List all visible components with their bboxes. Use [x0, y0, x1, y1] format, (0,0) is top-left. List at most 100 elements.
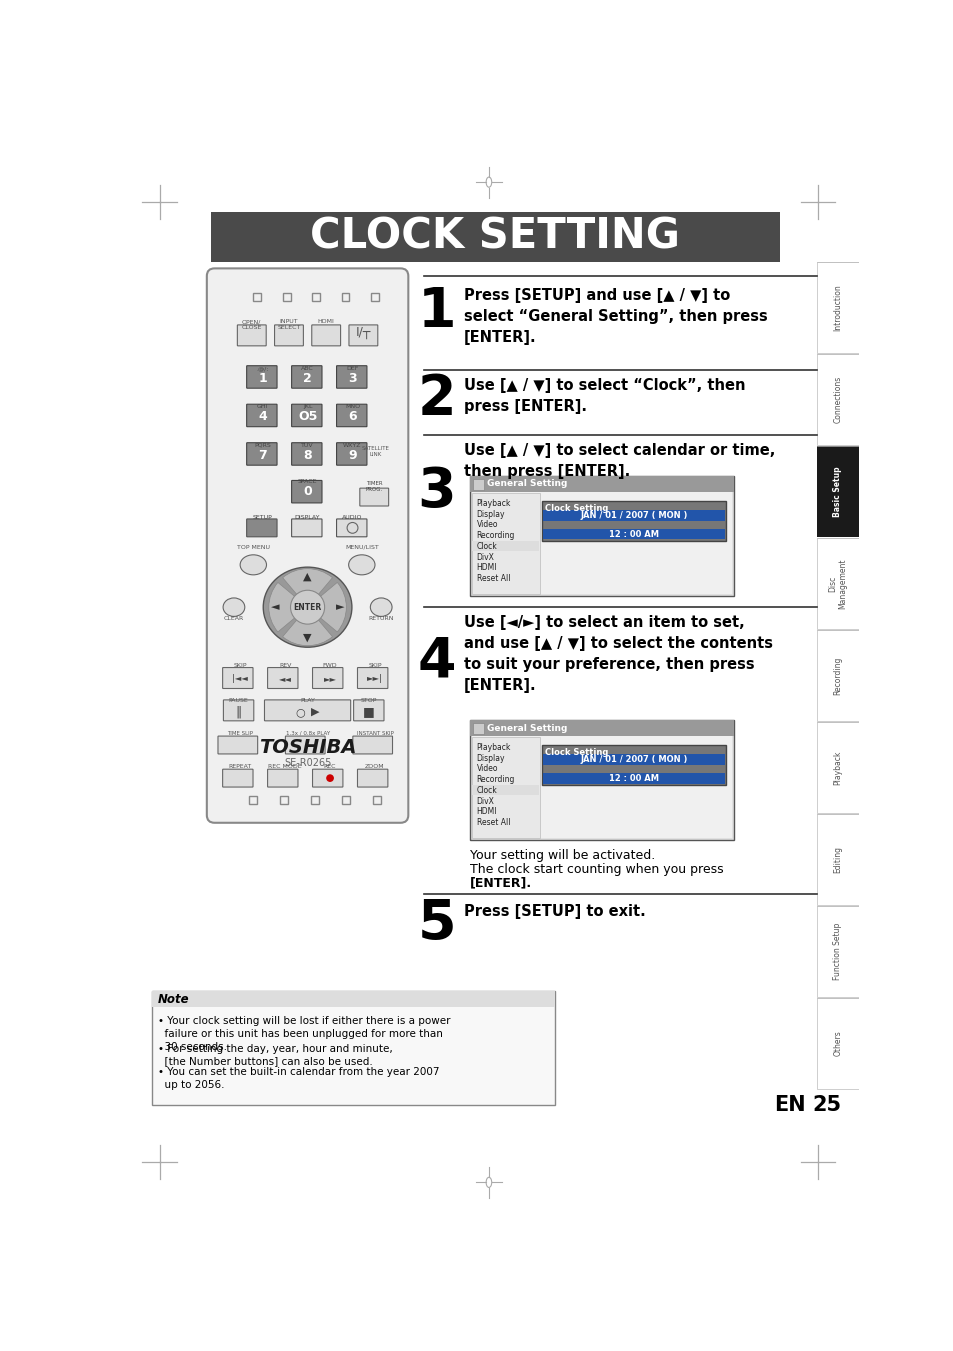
FancyBboxPatch shape [264, 700, 351, 721]
Text: Function Setup: Function Setup [832, 923, 841, 981]
FancyBboxPatch shape [222, 667, 253, 689]
Text: TOSHIBA: TOSHIBA [258, 738, 356, 757]
Text: OPEN/
CLOSE: OPEN/ CLOSE [241, 319, 262, 330]
Text: ▼: ▼ [303, 634, 312, 643]
Text: INSTANT SKIP: INSTANT SKIP [356, 731, 393, 736]
Ellipse shape [223, 598, 245, 616]
Text: 1.3x / 0.8x PLAY: 1.3x / 0.8x PLAY [285, 731, 330, 736]
Bar [253, 293, 261, 301]
Text: Clock: Clock [476, 542, 497, 551]
Bar [472, 738, 539, 838]
Text: 3: 3 [348, 372, 356, 385]
Text: Recording: Recording [476, 531, 515, 540]
Text: EN: EN [773, 1096, 805, 1116]
Text: Others: Others [832, 1031, 841, 1056]
Text: ◄: ◄ [271, 603, 279, 612]
FancyBboxPatch shape [357, 667, 388, 689]
Text: HDMI: HDMI [476, 563, 497, 573]
FancyBboxPatch shape [336, 443, 367, 465]
Text: ■: ■ [362, 705, 375, 719]
Text: REC MODE: REC MODE [268, 765, 301, 769]
Bar [470, 477, 733, 596]
Bar [472, 736, 732, 838]
Text: Introduction: Introduction [832, 285, 841, 331]
Text: |◄◄: |◄◄ [232, 674, 248, 684]
Text: SKIP: SKIP [233, 663, 247, 669]
Text: PQRS: PQRS [254, 443, 271, 449]
FancyBboxPatch shape [223, 700, 253, 721]
Bar [472, 480, 483, 490]
Text: Use [▲ / ▼] to select “Clock”, then
press [ENTER].: Use [▲ / ▼] to select “Clock”, then pres… [464, 378, 745, 413]
Text: AUDIO: AUDIO [342, 515, 362, 520]
FancyBboxPatch shape [292, 404, 322, 427]
Bar [311, 796, 319, 804]
FancyBboxPatch shape [207, 269, 408, 823]
Text: .@/:: .@/: [256, 366, 269, 372]
Text: 4: 4 [417, 634, 456, 688]
Text: DivX: DivX [476, 553, 494, 562]
Text: General Setting: General Setting [487, 480, 567, 489]
Bar [280, 796, 288, 804]
FancyBboxPatch shape [292, 443, 322, 465]
Text: • Your clock setting will be lost if either there is a power
  failure or this u: • Your clock setting will be lost if eit… [158, 1016, 450, 1051]
Bar [542, 528, 724, 539]
Ellipse shape [240, 555, 266, 574]
FancyBboxPatch shape [247, 443, 276, 465]
Bar [542, 744, 725, 785]
Bar [472, 723, 483, 734]
Bar [816, 354, 858, 446]
Text: 5: 5 [417, 897, 456, 951]
Text: SE-R0265: SE-R0265 [284, 758, 331, 767]
Bar [816, 446, 858, 538]
Text: JAN / 01 / 2007 ( MON ): JAN / 01 / 2007 ( MON ) [580, 755, 687, 765]
Text: Disc
Management: Disc Management [827, 558, 846, 609]
Text: 0: 0 [303, 485, 312, 499]
Text: ▲: ▲ [303, 571, 312, 581]
Text: HDMI: HDMI [317, 319, 335, 324]
Text: ZOOM: ZOOM [365, 765, 384, 769]
Bar [816, 262, 858, 354]
Ellipse shape [263, 567, 352, 647]
Text: ENTER: ENTER [294, 603, 321, 612]
FancyBboxPatch shape [312, 324, 340, 346]
Text: Recording: Recording [832, 657, 841, 694]
Text: Clock Setting: Clock Setting [545, 748, 608, 757]
Text: Recording: Recording [476, 775, 515, 784]
Text: GHI: GHI [256, 404, 268, 409]
Text: REC: REC [323, 765, 336, 769]
Text: REPEAT: REPEAT [229, 765, 252, 769]
FancyBboxPatch shape [313, 667, 342, 689]
Text: TOP MENU: TOP MENU [236, 544, 270, 550]
Text: Video: Video [476, 520, 497, 530]
Bar [371, 293, 378, 301]
Bar [211, 212, 779, 262]
Text: • You can set the built-in calendar from the year 2007
  up to 2056.: • You can set the built-in calendar from… [158, 1067, 439, 1090]
Text: Connections: Connections [832, 376, 841, 423]
Bar [816, 721, 858, 813]
Text: Editing: Editing [832, 846, 841, 873]
Text: TIMER
PROG.: TIMER PROG. [365, 481, 382, 492]
Text: [ENTER].: [ENTER]. [470, 877, 532, 890]
Ellipse shape [370, 598, 392, 616]
Bar [816, 538, 858, 630]
FancyBboxPatch shape [267, 667, 297, 689]
Text: ▶: ▶ [311, 707, 319, 717]
Bar [542, 501, 725, 540]
FancyBboxPatch shape [247, 366, 276, 388]
Text: Reset All: Reset All [476, 574, 510, 584]
FancyBboxPatch shape [353, 736, 392, 754]
Text: Use [◄/►] to select an item to set,
and use [▲ / ▼] to select the contents
to su: Use [◄/►] to select an item to set, and … [464, 615, 772, 693]
Text: 8: 8 [303, 449, 312, 462]
FancyBboxPatch shape [359, 488, 388, 507]
FancyBboxPatch shape [313, 769, 342, 788]
Bar [470, 720, 733, 840]
Bar [472, 540, 538, 551]
FancyBboxPatch shape [349, 324, 377, 346]
Bar [542, 773, 724, 784]
Text: ◄◄: ◄◄ [278, 674, 292, 684]
Text: PAUSE: PAUSE [229, 698, 248, 703]
FancyBboxPatch shape [354, 700, 384, 721]
Text: CLOCK SETTING: CLOCK SETTING [310, 216, 679, 258]
Bar [470, 720, 733, 736]
Text: Display: Display [476, 754, 504, 762]
